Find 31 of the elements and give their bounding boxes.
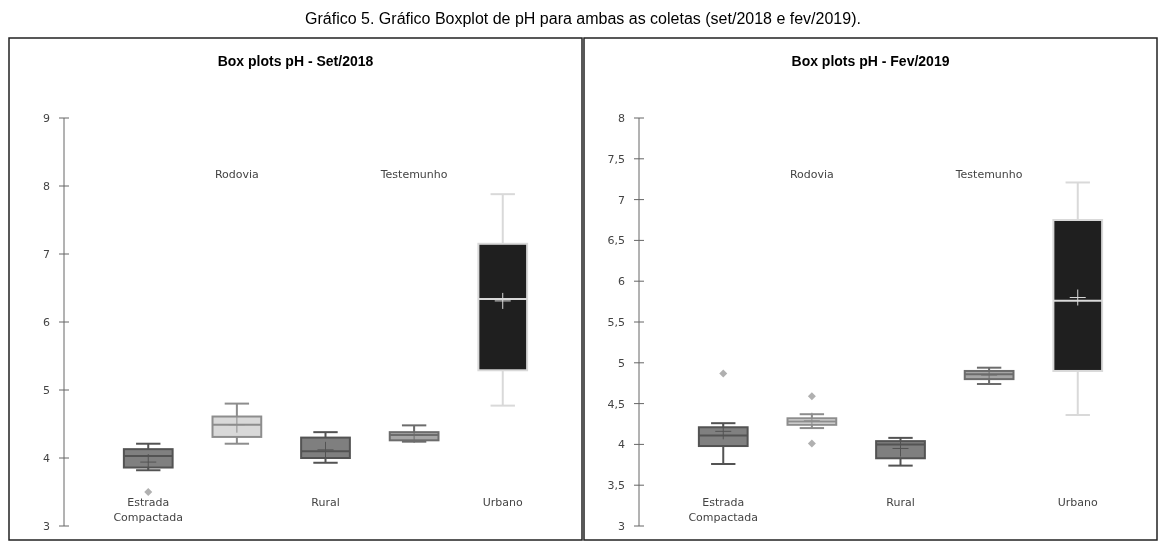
text: Gráfico 5. Gráfico Boxplot de pH para ambas as coletas (set/2018 e fev/2019). — [305, 10, 861, 27]
x-tick-label: Estrada Compactada — [113, 496, 184, 524]
y-tick-label: 5,5 — [607, 316, 625, 329]
y-tick-label: 7,5 — [607, 152, 625, 166]
y-tick-label: 3 — [618, 520, 625, 533]
x-tick-label: Testemunho — [954, 168, 1023, 181]
y-tick-label: 7 — [618, 193, 625, 207]
y-tick-label: 3 — [43, 520, 50, 533]
x-tick-label: Urbano — [482, 496, 524, 509]
x-tick-label: Urbano — [1057, 496, 1099, 509]
y-tick-label: 8 — [618, 112, 625, 125]
x-tick-label: Rural — [886, 496, 915, 509]
x-tick-label: Rodovia — [214, 168, 259, 181]
y-tick-label: 6 — [618, 275, 625, 289]
y-tick-label: 5 — [43, 384, 50, 397]
y-tick-label: 5 — [618, 356, 625, 370]
y-tick-label: 8 — [43, 180, 50, 193]
y-tick-label: 4,5 — [607, 397, 625, 411]
x-tick-label: Rodovia — [789, 168, 834, 181]
chart-title: Box plots pH - Set/2018 — [217, 53, 374, 69]
x-tick-label: Rural — [311, 496, 340, 509]
y-tick-label: 4 — [43, 452, 50, 465]
x-tick-label: Estrada Compactada — [688, 496, 759, 524]
y-tick-label: 7 — [43, 248, 50, 261]
y-tick-label: 6 — [43, 316, 50, 329]
y-tick-label: 9 — [43, 112, 50, 125]
chart-title: Box plots pH - Fev/2019 — [791, 53, 950, 69]
y-tick-label: 6,5 — [607, 234, 625, 248]
y-tick-label: 4 — [618, 438, 625, 452]
y-tick-label: 3,5 — [607, 479, 625, 493]
x-tick-label: Testemunho — [379, 168, 448, 181]
